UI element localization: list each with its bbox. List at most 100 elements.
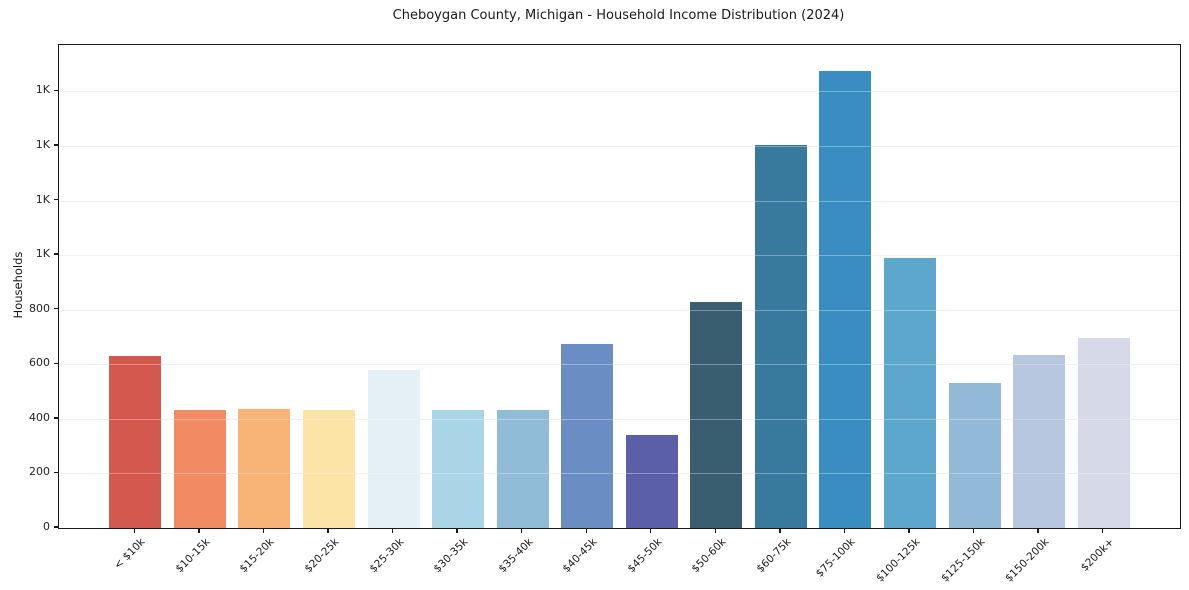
x-tick-label: $25-30k [366, 536, 407, 576]
bar-slot [878, 45, 943, 528]
y-tick-mark [54, 253, 58, 255]
y-tick-mark [54, 144, 58, 146]
x-tick-mark [779, 529, 781, 533]
y-tick-label: 1K [35, 83, 50, 97]
gridline-overlay [59, 473, 1180, 475]
gridline-overlay [59, 200, 1180, 202]
x-tick-mark [262, 529, 265, 533]
y-tick-mark [54, 307, 58, 310]
bar-slot [361, 45, 426, 528]
gridline-overlay [59, 255, 1180, 257]
x-tick-mark [327, 529, 329, 533]
bar-$25-30k [367, 369, 420, 528]
x-tick-label: < $10k [112, 536, 148, 572]
bar-slot [103, 45, 168, 528]
gridline [59, 91, 1180, 93]
plot-area [58, 44, 1181, 529]
x-tick-label: $125-150k [938, 536, 988, 585]
x-tick-label: $15-20k [237, 536, 277, 576]
bar-$150-200k [1013, 354, 1066, 528]
bar-$75-100k [819, 70, 872, 528]
x-tick-label: $60-75k [754, 536, 794, 576]
y-tick-label: 400 [29, 410, 50, 424]
bar-$15-20k [238, 409, 291, 528]
y-tick-label: 200 [29, 465, 50, 479]
x-tick-mark [198, 529, 200, 533]
gridline [59, 418, 1180, 420]
x-tick-mark [1037, 529, 1039, 533]
x-tick-mark [520, 529, 523, 533]
bar-slot [1071, 45, 1136, 528]
x-tick-mark [908, 529, 910, 533]
x-tick-mark [1102, 529, 1104, 533]
x-tick-mark [650, 529, 652, 533]
y-tick-mark [54, 198, 58, 201]
y-tick-mark [54, 526, 58, 528]
x-tick-mark [843, 529, 846, 533]
y-tick-label: 1K [35, 247, 50, 261]
chart-title: Cheboygan County, Michigan - Household I… [392, 8, 845, 23]
gridline [59, 145, 1180, 147]
bar-slot [1007, 45, 1072, 528]
gridline-overlay [59, 145, 1180, 147]
bar-slot [168, 45, 233, 528]
x-tick-label: $40-45k [560, 536, 600, 576]
bar-$100-125k [884, 257, 937, 528]
bar-$30-35k [432, 409, 485, 528]
x-tick-label: $150-200k [1003, 536, 1052, 585]
x-tick-mark [714, 529, 717, 533]
x-tick-label: $50-60k [689, 536, 729, 576]
y-tick-mark [54, 417, 58, 419]
bar-$200k+ [1077, 338, 1130, 528]
x-tick-mark [456, 529, 458, 533]
y-tick-label: 0 [43, 520, 50, 533]
gridline [59, 364, 1180, 366]
bars-container [59, 45, 1180, 528]
gridline [59, 200, 1180, 202]
x-tick-label: $30-35k [431, 536, 471, 576]
y-tick-label: 1K [35, 137, 50, 151]
x-tick-label: $100-125k [873, 536, 923, 585]
gridline [59, 255, 1180, 257]
x-tick-label: $200k+ [1078, 536, 1117, 574]
gridline [59, 309, 1180, 311]
bar-slot [297, 45, 362, 528]
bar-slot [620, 45, 685, 528]
gridline-overlay [59, 91, 1180, 93]
bar-slot [749, 45, 814, 528]
y-tick-label: 600 [29, 356, 50, 370]
x-tick-mark [585, 529, 587, 533]
y-tick-label: 800 [29, 301, 50, 315]
bar-$20-25k [302, 410, 355, 528]
bar-$45-50k [625, 435, 678, 528]
bar-$125-150k [948, 382, 1001, 528]
bar-slot [942, 45, 1007, 528]
bar-slot [813, 45, 878, 528]
x-tick-label: $10-15k [173, 536, 213, 576]
gridline-overlay [59, 309, 1180, 311]
gridline [59, 473, 1180, 475]
x-tick-label: $20-25k [302, 536, 342, 576]
gridline-overlay [59, 418, 1180, 420]
x-tick-mark [133, 529, 135, 533]
x-tick-label: $75-100k [814, 536, 858, 580]
x-tick-mark [391, 529, 394, 533]
y-tick-mark [54, 89, 58, 92]
bar-$40-45k [561, 343, 614, 528]
gridline-overlay [59, 364, 1180, 366]
bar-slot [555, 45, 620, 528]
y-tick-label: 1K [35, 192, 50, 206]
bar-slot [426, 45, 491, 528]
bar-slot [684, 45, 749, 528]
bar-$10-15k [173, 410, 226, 528]
x-tick-label: $35-40k [496, 536, 536, 576]
y-tick-mark [54, 471, 58, 474]
x-tick-label: $45-50k [625, 536, 665, 576]
y-tick-mark [54, 362, 58, 364]
bar-$60-75k [754, 144, 807, 528]
bar-< $10k [109, 355, 162, 528]
bar-slot [232, 45, 297, 528]
bar-$35-40k [496, 409, 549, 528]
bar-$50-60k [690, 301, 743, 528]
